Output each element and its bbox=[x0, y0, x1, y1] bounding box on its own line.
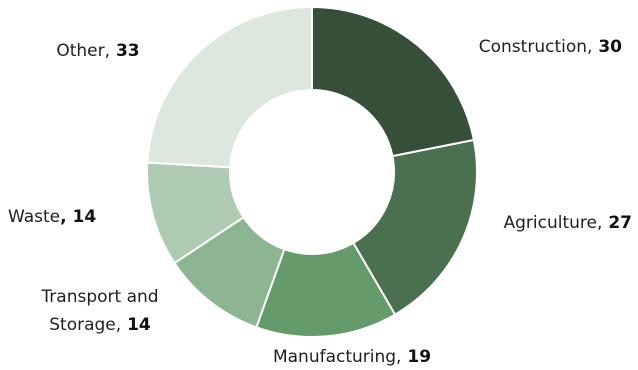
label-agriculture: Agriculture, 27 bbox=[504, 213, 632, 233]
label-manufacturing-name: Manufacturing, bbox=[273, 347, 402, 367]
label-construction: Construction, 30 bbox=[479, 37, 622, 57]
label-other-name: Other, bbox=[56, 41, 110, 61]
label-waste: Waste, 14 bbox=[8, 207, 96, 227]
slice-construction bbox=[311, 5, 476, 158]
label-construction-value: 30 bbox=[592, 37, 622, 57]
chart-labels: Construction, 30 Agriculture, 27 Manufactu… bbox=[8, 37, 632, 367]
slice-agriculture bbox=[351, 138, 478, 316]
label-waste-name: Waste bbox=[8, 207, 60, 227]
label-other: Other, 33 bbox=[56, 41, 139, 61]
label-manufacturing-value: 19 bbox=[401, 347, 431, 367]
label-waste-value: , 14 bbox=[60, 207, 96, 227]
chart-slices bbox=[146, 5, 478, 338]
label-agriculture-name: Agriculture, bbox=[504, 213, 603, 233]
label-other-value: 33 bbox=[110, 41, 140, 61]
label-transport-and-storage-line-1: Transport and bbox=[40, 287, 158, 307]
label-transport-and-storage-value: 14 bbox=[121, 315, 151, 335]
label-construction-name: Construction, bbox=[479, 37, 593, 57]
label-transport-and-storage-line-2: Storage, 14 bbox=[49, 315, 151, 335]
slice-other bbox=[146, 5, 313, 169]
label-transport-and-storage-name: Storage, bbox=[49, 315, 121, 335]
label-agriculture-value: 27 bbox=[602, 213, 632, 233]
label-manufacturing: Manufacturing, 19 bbox=[273, 347, 431, 367]
label-transport-and-storage-name: Transport and bbox=[40, 287, 158, 307]
